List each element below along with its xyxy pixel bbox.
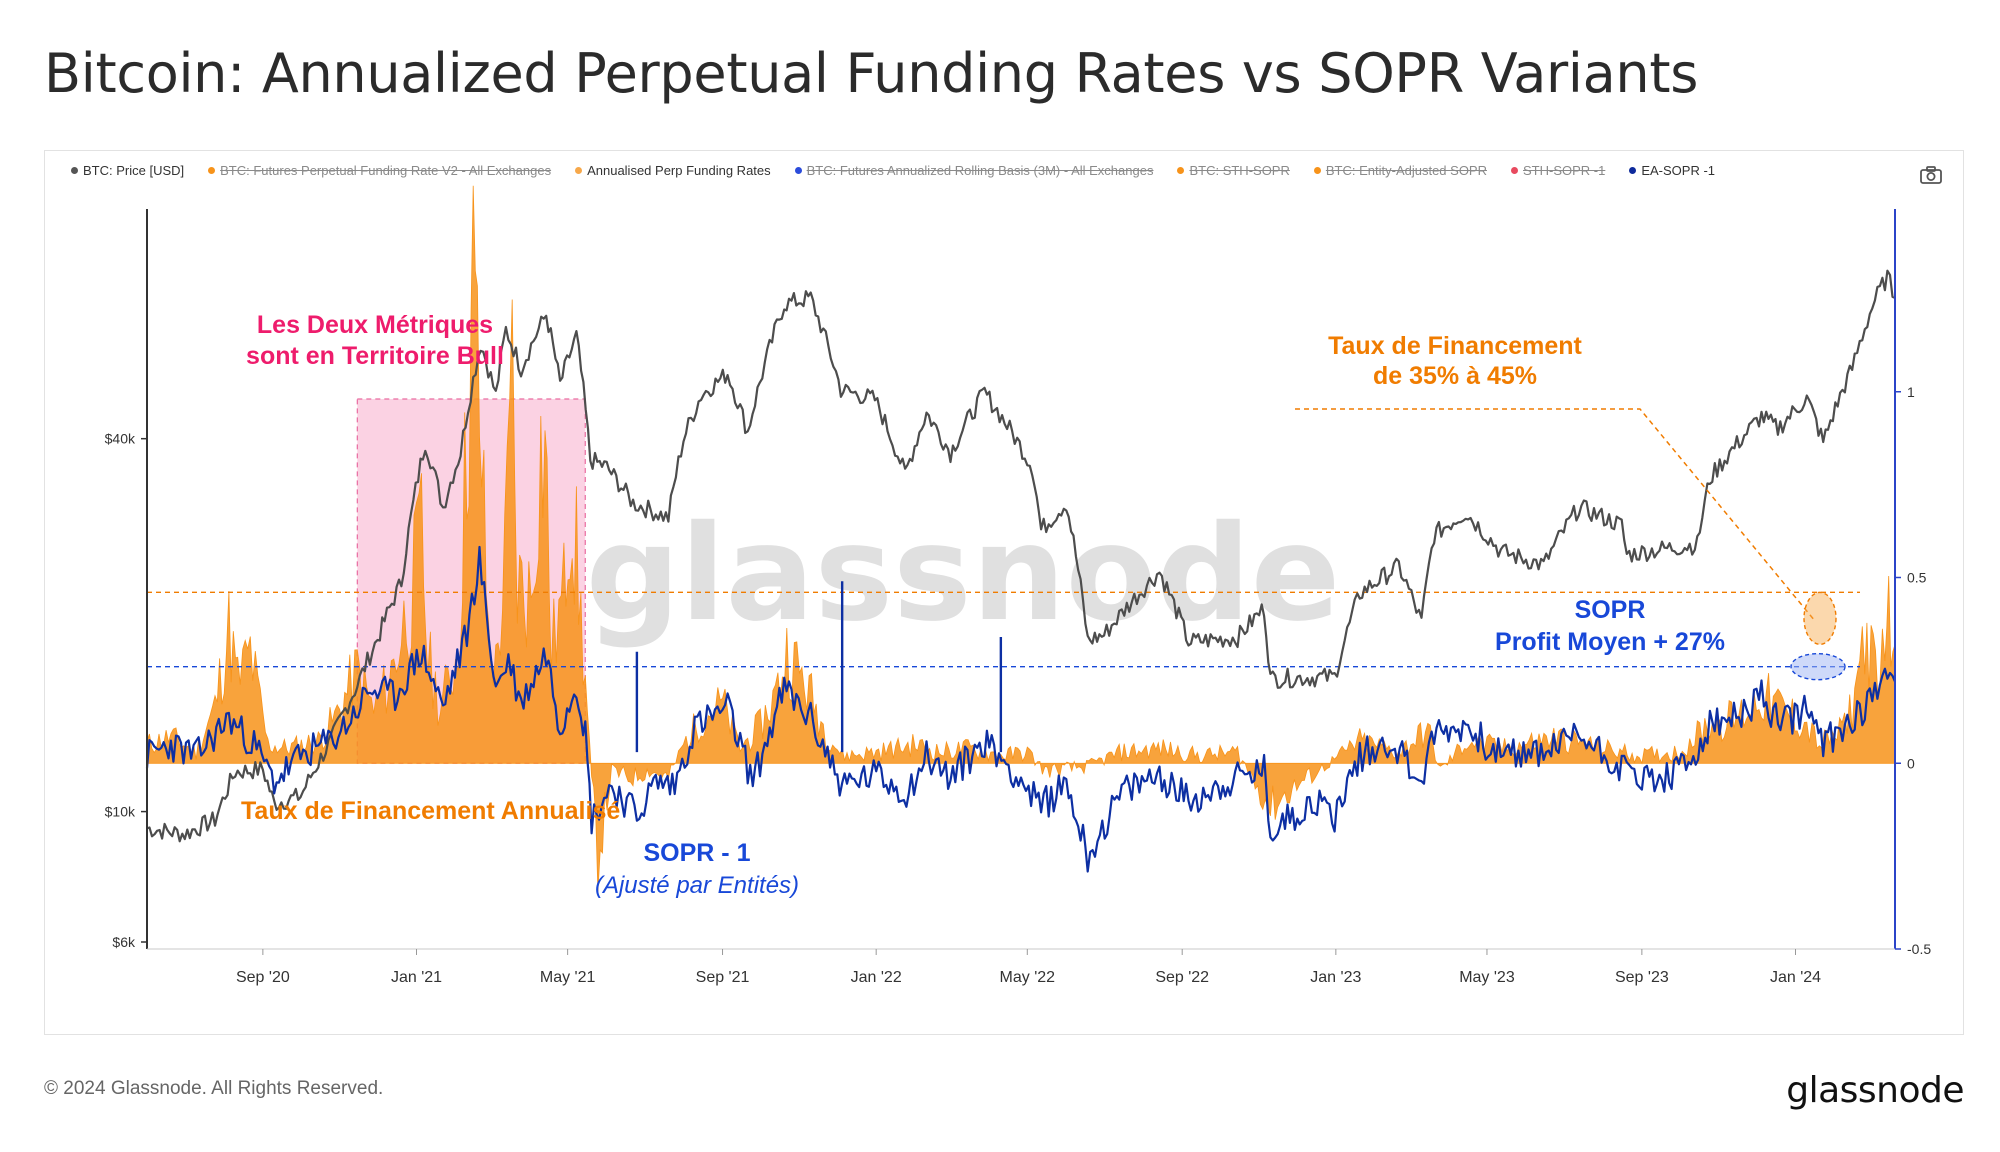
legend-label: Annualised Perp Funding Rates bbox=[587, 163, 771, 178]
legend-dot-icon bbox=[575, 167, 583, 174]
funding-rate-area bbox=[146, 185, 1896, 892]
sopr-high-annotation-1: SOPR bbox=[1575, 596, 1646, 624]
legend-item[interactable]: EA-SOPR -1 bbox=[1629, 163, 1715, 178]
camera-icon[interactable] bbox=[1919, 165, 1943, 185]
left-tick-label: $40k bbox=[105, 431, 136, 447]
x-tick-label: Jan '24 bbox=[1770, 969, 1821, 986]
sopr-series-annotation-2: (Ajusté par Entités) bbox=[595, 872, 799, 899]
sopr-series-annotation-1: SOPR - 1 bbox=[644, 839, 751, 867]
legend-label: BTC: Price [USD] bbox=[83, 163, 185, 178]
watermark: glassnode bbox=[586, 497, 1341, 651]
footer-copyright: © 2024 Glassnode. All Rights Reserved. bbox=[44, 1078, 384, 1099]
x-tick-label: Sep '22 bbox=[1155, 969, 1209, 986]
sopr-line bbox=[145, 545, 1897, 873]
legend-dot-icon bbox=[208, 167, 216, 174]
right-tick-label: 0 bbox=[1907, 755, 1915, 771]
right-tick-label: 1 bbox=[1907, 384, 1915, 400]
x-tick-label: May '22 bbox=[1000, 969, 1056, 986]
page-title: Bitcoin: Annualized Perpetual Funding Ra… bbox=[44, 42, 1699, 105]
legend-dot-icon bbox=[1313, 167, 1321, 174]
bull-annotation-line-2: sont en Territoire Bull bbox=[246, 342, 504, 370]
funding-pointer-line bbox=[1295, 408, 1816, 622]
x-tick-label: Sep '20 bbox=[236, 969, 290, 986]
funding-series-annotation: Taux de Financement Annualisé bbox=[241, 797, 620, 825]
price-line bbox=[146, 269, 1896, 843]
legend-label: BTC: Entity-Adjusted SOPR bbox=[1325, 163, 1487, 178]
funding-high-annotation-1: Taux de Financement bbox=[1328, 332, 1582, 360]
sopr-high-annotation-2: Profit Moyen + 27% bbox=[1495, 628, 1725, 656]
legend-label: BTC: Futures Annualized Rolling Basis (3… bbox=[806, 163, 1154, 178]
x-tick-label: Jan '21 bbox=[391, 969, 442, 986]
glassnode-logo: glassnode bbox=[1786, 1070, 1964, 1111]
left-tick-label: $6k bbox=[112, 934, 136, 950]
bull-annotation-line-1: Les Deux Métriques bbox=[257, 311, 493, 339]
legend-dot-icon bbox=[1629, 167, 1637, 174]
legend-item[interactable]: BTC: Price [USD] bbox=[71, 163, 184, 178]
legend-dot-icon bbox=[794, 167, 802, 174]
x-tick-label: Sep '21 bbox=[696, 969, 750, 986]
legend-dot-icon bbox=[1511, 167, 1518, 174]
legend-dot-icon bbox=[1177, 167, 1185, 174]
right-tick-label: -0.5 bbox=[1907, 941, 1931, 957]
legend-item[interactable]: BTC: Futures Perpetual Funding Rate V2 -… bbox=[208, 163, 551, 178]
sopr-highlight-marker bbox=[1790, 652, 1846, 681]
left-tick-label: $10k bbox=[105, 804, 136, 820]
legend-item[interactable]: BTC: STH-SOPR bbox=[1177, 163, 1290, 178]
legend-dot-icon bbox=[71, 167, 78, 174]
funding-high-annotation-2: de 35% à 45% bbox=[1373, 362, 1537, 390]
x-tick-label: Sep '23 bbox=[1615, 969, 1669, 986]
legend-item[interactable]: STH-SOPR -1 bbox=[1511, 163, 1605, 178]
right-tick-label: 0.5 bbox=[1907, 570, 1927, 586]
chart-panel: BTC: Price [USD] BTC: Futures Perpetual F… bbox=[44, 150, 1964, 1035]
x-tick-label: Jan '22 bbox=[851, 969, 902, 986]
legend: BTC: Price [USD] BTC: Futures Perpetual F… bbox=[71, 163, 1715, 178]
legend-label: BTC: Futures Perpetual Funding Rate V2 -… bbox=[220, 163, 552, 178]
legend-label: EA-SOPR -1 bbox=[1641, 163, 1716, 178]
legend-item[interactable]: BTC: Entity-Adjusted SOPR bbox=[1313, 163, 1487, 178]
legend-item[interactable]: BTC: Futures Annualized Rolling Basis (3… bbox=[794, 163, 1154, 178]
funding-highlight-marker bbox=[1803, 591, 1837, 646]
x-tick-label: May '23 bbox=[1459, 969, 1515, 986]
legend-label: BTC: STH-SOPR bbox=[1189, 163, 1290, 178]
legend-label: STH-SOPR -1 bbox=[1523, 163, 1606, 178]
legend-item[interactable]: Annualised Perp Funding Rates bbox=[575, 163, 771, 178]
chart-svg: glassnode $6k $10k $40k 1 0.5 0 -0.5 Sep '20 Jan … bbox=[105, 185, 1931, 986]
x-tick-label: Jan '23 bbox=[1310, 969, 1361, 986]
x-tick-label: May '21 bbox=[540, 969, 596, 986]
